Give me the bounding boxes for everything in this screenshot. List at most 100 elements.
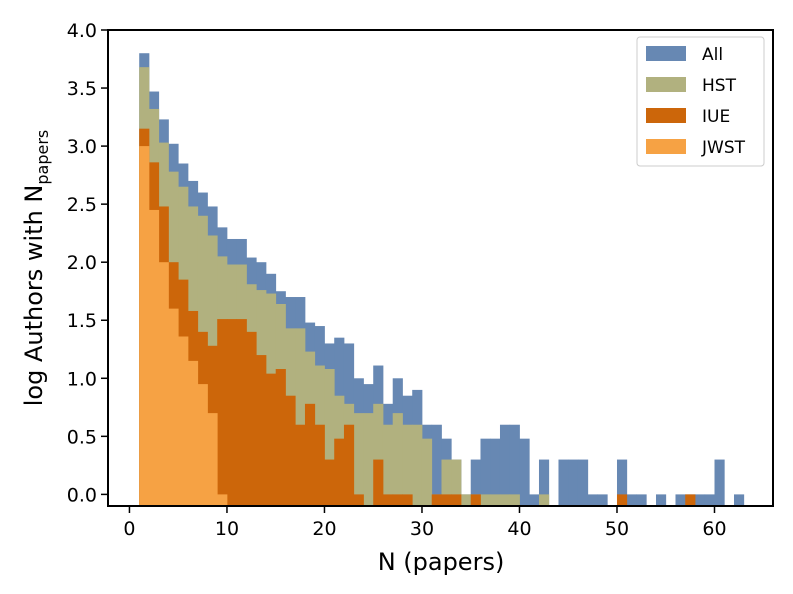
- bar-jwst: [158, 262, 169, 506]
- bar-all: [655, 494, 667, 506]
- y-tick-label: 3.5: [67, 78, 97, 100]
- bar-iue: [353, 494, 364, 506]
- legend-label-iue: IUE: [702, 107, 730, 127]
- x-tick-label: 0: [123, 518, 135, 540]
- bar-jwst: [187, 360, 199, 506]
- legend-swatch-iue: [646, 108, 686, 123]
- bar-all: [694, 494, 706, 506]
- bar-hst: [353, 413, 364, 506]
- bar-hst: [509, 494, 520, 506]
- bar-all: [509, 424, 520, 506]
- bar-all: [568, 459, 579, 506]
- x-tick-label: 60: [702, 518, 726, 540]
- bar-iue: [275, 369, 286, 506]
- y-tick-label: 0.5: [67, 426, 97, 448]
- bar-iue: [236, 319, 247, 506]
- bar-hst: [421, 438, 433, 506]
- bar-iue: [314, 424, 325, 506]
- bar-hst: [363, 413, 374, 506]
- bar-iue: [402, 494, 413, 506]
- bar-jwst: [217, 494, 228, 506]
- bar-all: [470, 459, 481, 506]
- bar-hst: [441, 459, 452, 506]
- bar-iue: [441, 494, 452, 506]
- bar-iue: [246, 331, 257, 506]
- bar-jwst: [197, 384, 208, 506]
- bar-all: [558, 459, 569, 506]
- bar-all: [675, 494, 686, 506]
- y-axis-label: log Authors with Npapers: [20, 130, 52, 407]
- bar-all: [636, 494, 647, 506]
- bar-hst: [412, 424, 423, 506]
- bar-iue: [324, 459, 335, 506]
- bar-jwst: [168, 308, 179, 506]
- bar-all: [480, 438, 491, 506]
- bar-hst: [392, 413, 403, 506]
- bar-all: [597, 494, 608, 506]
- series-jwst-bars: [139, 146, 228, 506]
- bar-iue: [373, 459, 384, 506]
- bar-iue: [451, 494, 462, 506]
- bar-iue: [685, 494, 696, 506]
- bar-hst: [295, 328, 306, 506]
- legend-label-all: All: [702, 45, 723, 65]
- bar-iue: [217, 319, 228, 506]
- x-tick-label: 10: [215, 518, 239, 540]
- bar-jwst: [139, 146, 150, 506]
- y-axis-ticks: 0.0 0.5 1.0 1.5 2.0 2.5 3.0 3.5 4.0: [67, 20, 108, 506]
- y-axis-label-main: log Authors with N: [20, 185, 48, 407]
- bar-iue: [343, 424, 355, 506]
- bar-hst: [324, 369, 335, 506]
- x-tick-label: 20: [312, 518, 336, 540]
- bar-iue: [265, 373, 277, 506]
- y-tick-label: 1.0: [67, 368, 97, 390]
- legend-swatch-jwst: [646, 139, 686, 154]
- bar-all: [490, 438, 501, 506]
- histogram-bars: [139, 53, 745, 507]
- bar-jwst: [207, 413, 218, 506]
- bar-hst: [460, 494, 472, 506]
- bar-iue: [226, 319, 238, 506]
- x-tick-label: 40: [507, 518, 531, 540]
- bar-iue: [304, 403, 316, 506]
- bar-hst: [490, 494, 501, 506]
- bar-hst: [499, 494, 511, 506]
- bar-iue: [256, 355, 267, 506]
- bar-all: [538, 459, 550, 506]
- y-tick-label: 1.5: [67, 310, 97, 332]
- bar-iue: [392, 494, 403, 506]
- plot-frame: [107, 29, 774, 507]
- y-tick-label: 0.0: [67, 484, 97, 506]
- y-axis-label-subscript: papers: [33, 130, 52, 185]
- bar-iue: [334, 438, 345, 506]
- bar-all: [704, 494, 715, 506]
- y-tick-label: 2.5: [67, 194, 97, 216]
- legend-swatch-all: [646, 46, 686, 61]
- x-axis-label: N (papers): [378, 548, 505, 576]
- bar-hst: [373, 403, 384, 506]
- bar-hst: [480, 494, 491, 506]
- bar-all: [577, 459, 589, 506]
- bar-all: [734, 494, 745, 506]
- bar-iue: [295, 424, 306, 506]
- bar-hst: [402, 424, 413, 506]
- bar-all: [714, 459, 725, 506]
- bar-jwst: [178, 336, 189, 506]
- bar-hst: [538, 494, 550, 506]
- bar-all: [616, 459, 628, 506]
- bar-hst: [451, 459, 462, 506]
- legend-box: [636, 36, 765, 167]
- x-tick-label: 50: [605, 518, 629, 540]
- bar-all: [499, 424, 511, 506]
- legend-label-jwst: JWST: [701, 138, 746, 158]
- bar-jwst: [148, 209, 160, 506]
- x-axis-ticks: 0 10 20 30 40 50 60: [123, 506, 727, 540]
- bar-iue: [382, 494, 394, 506]
- legend-label-hst: HST: [702, 76, 737, 96]
- y-tick-label: 2.0: [67, 252, 97, 274]
- bar-hst: [382, 424, 394, 506]
- bar-all: [519, 438, 530, 506]
- bar-iue: [285, 395, 296, 506]
- bar-all: [431, 424, 442, 506]
